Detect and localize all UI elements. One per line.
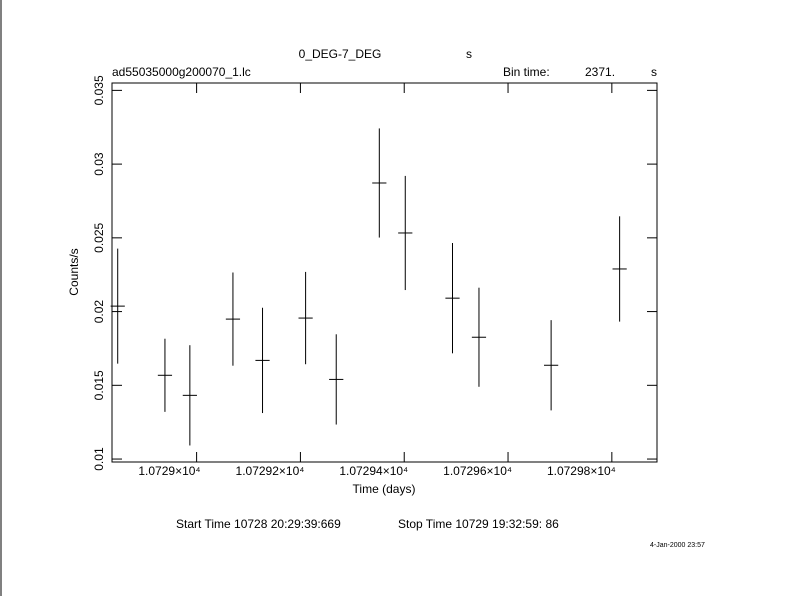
x-tick-label: 1.07294×10⁴ — [339, 464, 408, 478]
chart-title: 0_DEG-7_DEG — [299, 47, 382, 61]
bin-time-unit: s — [651, 65, 657, 79]
x-tick-label: 1.0729×10⁴ — [138, 464, 200, 478]
bin-time-label: Bin time: — [503, 65, 550, 79]
bin-time: 2371. — [585, 65, 615, 79]
x-axis-label: Time (days) — [353, 482, 416, 496]
file-name: ad55035000g200070_1.lc — [112, 65, 251, 79]
x-tick-label: 1.07292×10⁴ — [236, 464, 305, 478]
start-time: Start Time 10728 20:29:39:669 — [176, 517, 341, 531]
stop-time: Stop Time 10729 19:32:59: 86 — [398, 517, 559, 531]
y-axis-label: Counts/s — [67, 248, 81, 295]
title-unit: s — [466, 47, 472, 61]
y-tick-label: 0.01 — [92, 447, 106, 471]
date-stamp: 4-Jan-2000 23:57 — [650, 542, 705, 549]
y-tick-label: 0.02 — [92, 300, 106, 324]
y-tick-label: 0.035 — [92, 75, 106, 105]
y-tick-label: 0.025 — [92, 223, 106, 253]
plot-frame — [111, 82, 658, 463]
x-tick-label: 1.07298×10⁴ — [547, 464, 616, 478]
y-tick-label: 0.03 — [92, 152, 106, 176]
y-tick-label: 0.015 — [92, 370, 106, 400]
x-tick-label: 1.07296×10⁴ — [443, 464, 512, 478]
